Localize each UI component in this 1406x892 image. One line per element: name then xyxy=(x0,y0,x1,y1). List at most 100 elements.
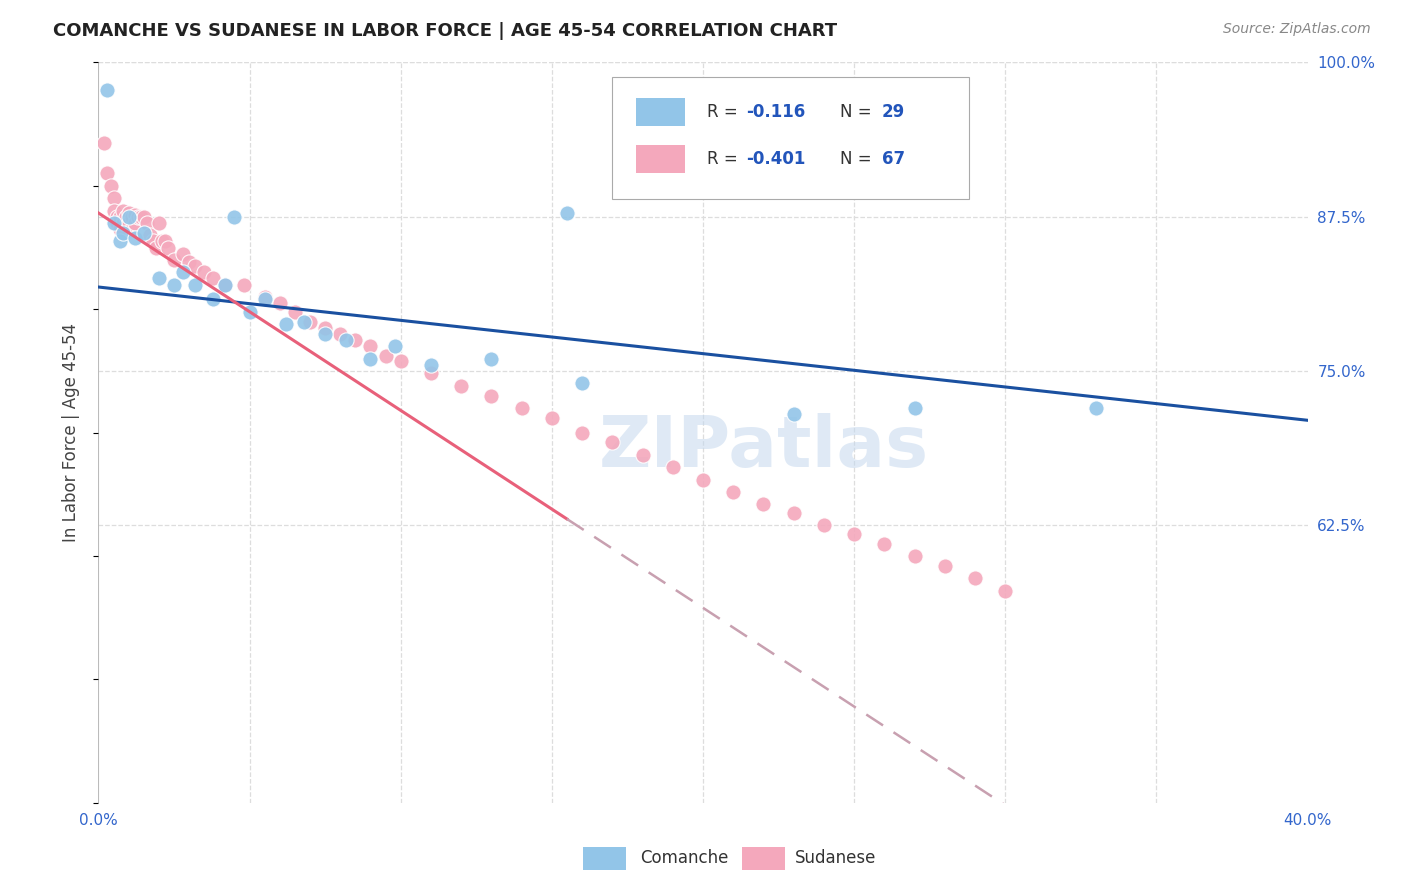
Point xyxy=(752,497,775,511)
Point xyxy=(139,228,162,243)
Point xyxy=(96,166,118,180)
Point xyxy=(202,271,225,285)
Point xyxy=(108,235,131,249)
Point xyxy=(314,320,336,334)
FancyBboxPatch shape xyxy=(637,98,685,126)
Point xyxy=(420,358,443,372)
Point xyxy=(904,549,927,563)
Point xyxy=(100,178,122,193)
Point xyxy=(994,583,1017,598)
Point xyxy=(232,277,254,292)
Text: R =: R = xyxy=(707,103,742,121)
Point xyxy=(103,191,125,205)
Point xyxy=(1085,401,1108,415)
Point xyxy=(723,484,745,499)
Point xyxy=(179,255,201,269)
Point xyxy=(156,240,179,255)
Point xyxy=(965,571,987,585)
Point xyxy=(121,210,143,224)
Point xyxy=(111,216,134,230)
Point xyxy=(132,226,155,240)
Point xyxy=(661,460,683,475)
Point xyxy=(103,216,125,230)
Point xyxy=(214,277,236,292)
Point xyxy=(374,349,396,363)
Point xyxy=(96,82,118,96)
Text: 29: 29 xyxy=(882,103,905,121)
Text: COMANCHE VS SUDANESE IN LABOR FORCE | AGE 45-54 CORRELATION CHART: COMANCHE VS SUDANESE IN LABOR FORCE | AG… xyxy=(53,22,838,40)
Point xyxy=(360,339,382,353)
FancyBboxPatch shape xyxy=(613,78,969,200)
Point xyxy=(844,526,866,541)
Point xyxy=(253,293,276,307)
Point xyxy=(329,326,352,341)
Point xyxy=(389,354,412,368)
Point xyxy=(299,314,322,328)
Point xyxy=(239,304,262,318)
Point xyxy=(269,296,291,310)
Point xyxy=(124,209,146,223)
Point xyxy=(114,210,136,224)
Point xyxy=(510,401,533,415)
Point xyxy=(692,473,714,487)
Point xyxy=(172,246,194,260)
Point xyxy=(129,210,152,224)
Point xyxy=(163,277,186,292)
Point xyxy=(253,290,276,304)
Point xyxy=(105,210,128,224)
Point xyxy=(335,333,357,347)
Text: ZIPatlas: ZIPatlas xyxy=(599,413,928,482)
Point xyxy=(813,518,835,533)
Point xyxy=(132,210,155,224)
Point xyxy=(284,304,307,318)
Point xyxy=(555,206,578,220)
Point xyxy=(184,259,207,273)
Point xyxy=(118,206,141,220)
Point xyxy=(93,136,115,150)
Point xyxy=(540,410,562,425)
Point xyxy=(214,277,236,292)
Point xyxy=(934,558,956,573)
Text: N =: N = xyxy=(839,150,876,168)
Point xyxy=(873,537,896,551)
Point xyxy=(904,401,927,415)
Point xyxy=(274,317,297,331)
Point xyxy=(124,230,146,244)
Point xyxy=(202,293,225,307)
Point xyxy=(571,376,593,391)
Point xyxy=(121,222,143,236)
Point xyxy=(184,277,207,292)
Point xyxy=(481,389,503,403)
Text: -0.401: -0.401 xyxy=(747,150,806,168)
Point xyxy=(384,339,406,353)
Point xyxy=(344,333,367,347)
Point xyxy=(360,351,382,366)
Point xyxy=(135,216,157,230)
Point xyxy=(142,235,165,249)
Point xyxy=(105,216,128,230)
Text: R =: R = xyxy=(707,150,742,168)
Text: Source: ZipAtlas.com: Source: ZipAtlas.com xyxy=(1223,22,1371,37)
Point xyxy=(111,203,134,218)
Text: N =: N = xyxy=(839,103,876,121)
Point xyxy=(224,210,246,224)
Point xyxy=(124,216,146,230)
Point xyxy=(450,378,472,392)
Point xyxy=(481,351,503,366)
Point xyxy=(108,222,131,236)
FancyBboxPatch shape xyxy=(637,145,685,173)
Text: -0.116: -0.116 xyxy=(747,103,806,121)
Point xyxy=(783,407,806,421)
Point xyxy=(127,210,149,224)
Point xyxy=(163,252,186,267)
Text: 67: 67 xyxy=(882,150,905,168)
Point xyxy=(148,271,170,285)
Point xyxy=(783,506,806,520)
Y-axis label: In Labor Force | Age 45-54: In Labor Force | Age 45-54 xyxy=(62,323,80,542)
Point xyxy=(150,235,173,249)
Text: Comanche: Comanche xyxy=(640,849,728,867)
Point xyxy=(118,216,141,230)
Point xyxy=(108,210,131,224)
Point xyxy=(631,448,654,462)
Point xyxy=(292,314,315,328)
